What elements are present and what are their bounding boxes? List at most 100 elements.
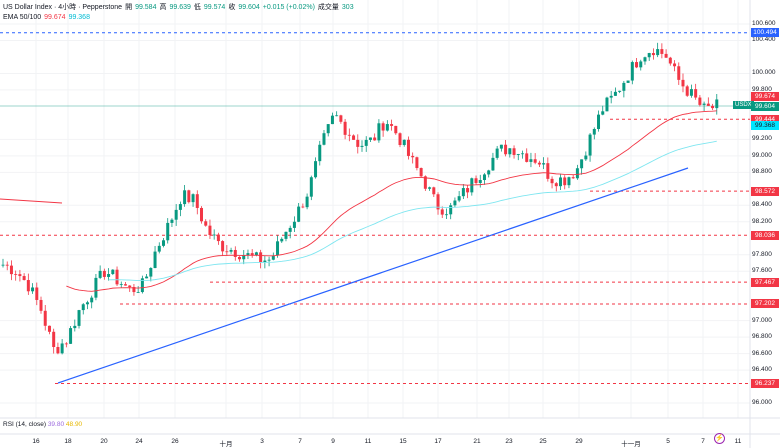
candle-body — [584, 155, 588, 160]
price-tag: 97.467 — [751, 277, 779, 287]
candle-body — [284, 231, 288, 239]
candle-body — [385, 124, 389, 131]
time-tick-label: 18 — [64, 438, 72, 445]
candle-body — [149, 267, 153, 277]
candle-body — [660, 49, 664, 54]
candle-body — [423, 176, 427, 189]
candle-body — [381, 123, 385, 131]
candle-body — [356, 139, 360, 147]
price-tick-label: 97.600 — [752, 267, 772, 275]
candle-body — [482, 174, 486, 181]
candle-body — [360, 145, 364, 147]
candle-body — [571, 177, 575, 179]
candle-body — [597, 114, 601, 129]
time-tick-label: 25 — [539, 438, 547, 445]
rsi-ma-value: 48.90 — [65, 421, 83, 428]
time-tick-label: 7 — [701, 438, 705, 445]
candle-body — [212, 234, 216, 236]
candle-body — [191, 194, 195, 203]
candle-body — [559, 177, 563, 187]
candle-body — [81, 304, 85, 311]
time-tick-label: 24 — [135, 438, 143, 445]
candle-body — [537, 162, 541, 165]
candle-body — [563, 177, 567, 186]
candle-body — [200, 207, 204, 222]
candle-body — [592, 128, 596, 135]
time-tick-label: 十月 — [219, 441, 233, 448]
candle-body — [491, 157, 495, 171]
time-tick-label: 17 — [434, 438, 442, 445]
candle-body — [330, 115, 334, 125]
price-tick-label: 97.800 — [752, 250, 772, 258]
time-tick-label: 26 — [171, 438, 179, 445]
candle-body — [394, 125, 398, 134]
candle-body — [588, 134, 592, 156]
candle-body — [174, 209, 178, 220]
candle-body — [406, 139, 410, 156]
rsi-legend[interactable]: RSI (14, close) 39.80 48.90 — [3, 421, 83, 428]
candle-body — [254, 252, 258, 256]
candle-body — [668, 57, 672, 64]
ema-label[interactable]: EMA 50/100 — [3, 14, 42, 21]
candle-body — [504, 144, 508, 155]
candle-body — [56, 347, 60, 354]
candle-body — [326, 124, 330, 134]
candle-body — [31, 287, 35, 292]
candle-body — [1, 264, 5, 266]
candle-body — [529, 159, 533, 162]
candle-body — [136, 292, 140, 293]
time-tick-label: 11 — [734, 438, 742, 445]
candle-body — [402, 139, 406, 145]
candle-body — [432, 187, 436, 195]
candle-body — [123, 284, 127, 286]
candle-body — [335, 115, 339, 117]
candle-body — [292, 221, 296, 228]
low-value: 99.574 — [203, 4, 226, 11]
candle-body — [546, 163, 550, 179]
candle-body — [605, 97, 609, 112]
candle-body — [314, 161, 318, 178]
lightning-icon[interactable]: ⚡ — [714, 433, 725, 444]
candle-body — [474, 178, 478, 183]
candle-body — [457, 196, 461, 201]
candle-body — [305, 196, 309, 208]
time-tick-label: 23 — [505, 438, 513, 445]
open-value: 99.584 — [135, 4, 157, 11]
candle-body — [318, 144, 322, 162]
price-tag: 97.202 — [751, 299, 779, 309]
candle-body — [664, 53, 668, 58]
candle-body — [428, 187, 432, 189]
candle-body — [47, 325, 51, 332]
time-tick-label: 29 — [575, 438, 583, 445]
candle-body — [309, 177, 313, 197]
candle-body — [689, 89, 693, 96]
candle-body — [440, 209, 444, 215]
candle-body — [195, 194, 199, 208]
price-tick-label: 98.200 — [752, 217, 772, 225]
candle-body — [128, 285, 132, 288]
candle-body — [647, 53, 651, 58]
time-tick-label: 3 — [260, 438, 264, 445]
price-tick-label: 100.400 — [752, 36, 776, 44]
symbol-tag: USDX — [733, 101, 754, 109]
candle-body — [35, 287, 39, 300]
ema100-line — [108, 140, 717, 282]
candle-body — [347, 134, 351, 136]
candle-body — [487, 170, 491, 175]
time-tick-label: 15 — [399, 438, 407, 445]
high-value: 99.639 — [169, 4, 191, 11]
candle-body — [567, 177, 571, 186]
candle-body — [575, 168, 579, 179]
candle-body — [635, 62, 639, 68]
price-tick-label: 99.800 — [752, 85, 772, 93]
candle-body — [288, 227, 292, 232]
candle-body — [64, 343, 68, 345]
symbol-title: US Dollar Index · 4小時 · Pepperstone — [3, 4, 123, 11]
candle-body — [73, 325, 77, 329]
price-tick-label: 98.800 — [752, 168, 772, 176]
price-tag: 98.572 — [751, 186, 779, 196]
candle-body — [14, 274, 18, 275]
candle-body — [542, 163, 546, 165]
candle-body — [580, 159, 584, 169]
